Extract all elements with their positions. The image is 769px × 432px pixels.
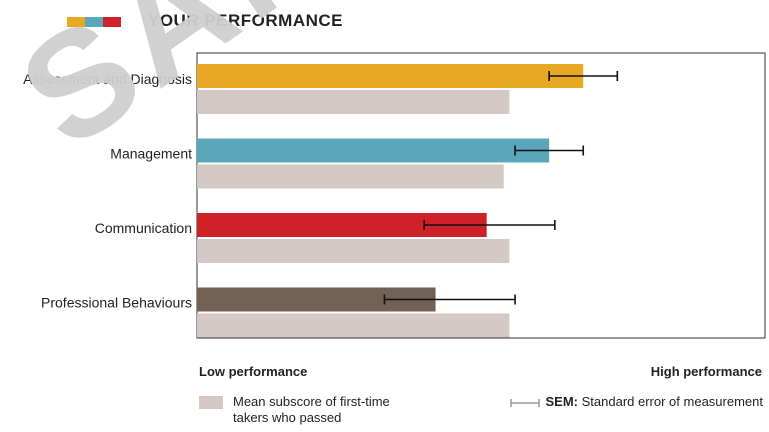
bar-your-score <box>197 138 550 163</box>
swatch-teal <box>85 17 103 27</box>
category-label: Communication <box>95 220 192 236</box>
category-label: Assessment and Diagnosis <box>23 71 192 87</box>
title-color-swatches <box>67 12 121 32</box>
high-performance-label: High performance <box>650 364 762 379</box>
legend-sem-label: SEM: Standard error of measurement <box>546 394 764 410</box>
page-title: YOUR PERFORMANCE <box>148 11 344 30</box>
category-label: Professional Behaviours <box>41 295 192 311</box>
legend-sem: SEM: Standard error of measurement <box>509 394 764 410</box>
bar-mean-passing <box>197 90 510 114</box>
legend-sem-abbrev: SEM: <box>545 394 579 409</box>
legend-sem-text: Standard error of measurement <box>581 394 763 409</box>
plot-frame <box>196 52 766 339</box>
sem-errorbar-icon <box>509 399 540 407</box>
legend-mean-swatch <box>199 396 223 409</box>
bar-mean-passing <box>197 239 510 263</box>
category-label: Management <box>110 146 192 162</box>
bar-mean-passing <box>197 313 510 338</box>
bar-your-score <box>197 64 584 88</box>
swatch-orange <box>67 17 85 27</box>
low-performance-label: Low performance <box>199 364 308 379</box>
swatch-red <box>103 17 121 27</box>
legend-mean-subscore: Mean subscore of first-time takers who p… <box>199 394 423 426</box>
legend-mean-label: Mean subscore of first-time takers who p… <box>233 394 390 425</box>
bar-mean-passing <box>197 164 504 189</box>
